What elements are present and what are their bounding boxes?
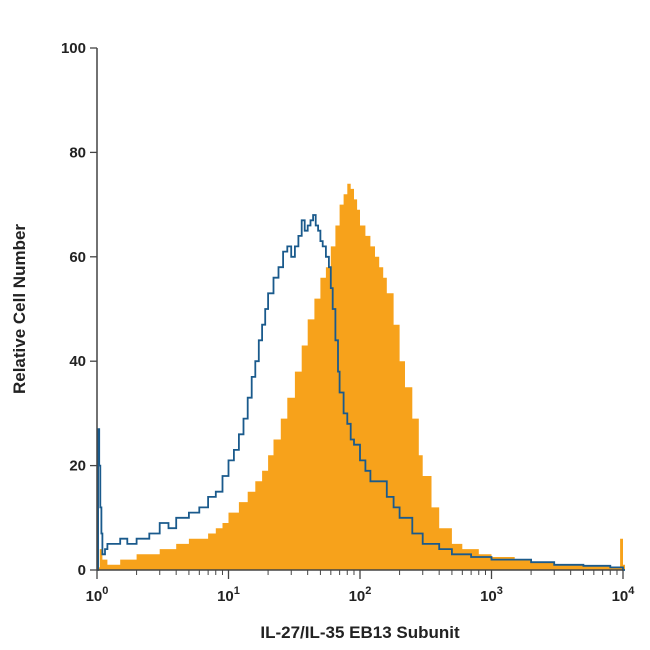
x-tick-label-3: 103 — [480, 585, 503, 605]
x-tick-exponent-4: 4 — [628, 585, 635, 597]
x-tick-label-4: 104 — [612, 585, 636, 605]
x-tick-base-1: 10 — [217, 588, 234, 605]
x-tick-label-0: 100 — [86, 585, 109, 605]
x-tick-base-4: 10 — [612, 588, 629, 605]
y-tick-label-3: 60 — [69, 249, 86, 266]
x-tick-exponent-1: 1 — [234, 585, 240, 597]
y-tick-label-2: 40 — [69, 353, 86, 370]
series-layer — [97, 183, 625, 571]
y-tick-label-5: 100 — [61, 40, 86, 57]
y-tick-label-4: 80 — [69, 144, 86, 161]
y-tick-label-0: 0 — [78, 562, 86, 579]
x-tick-base-3: 10 — [480, 588, 497, 605]
x-tick-base-0: 10 — [86, 588, 103, 605]
y-tick-label-1: 20 — [69, 458, 86, 475]
x-tick-exponent-2: 2 — [365, 585, 371, 597]
x-tick-exponent-0: 0 — [102, 585, 108, 597]
x-tick-label-1: 101 — [217, 585, 240, 605]
x-tick-base-2: 10 — [349, 588, 366, 605]
x-axis-title: IL-27/IL-35 EB13 Subunit — [260, 623, 460, 642]
series-1-outline-histogram — [97, 214, 625, 571]
x-tick-label-2: 102 — [349, 585, 372, 605]
series-0-filled-histogram — [97, 183, 625, 570]
y-axis-title: Relative Cell Number — [10, 224, 29, 394]
x-tick-exponent-3: 3 — [497, 585, 503, 597]
